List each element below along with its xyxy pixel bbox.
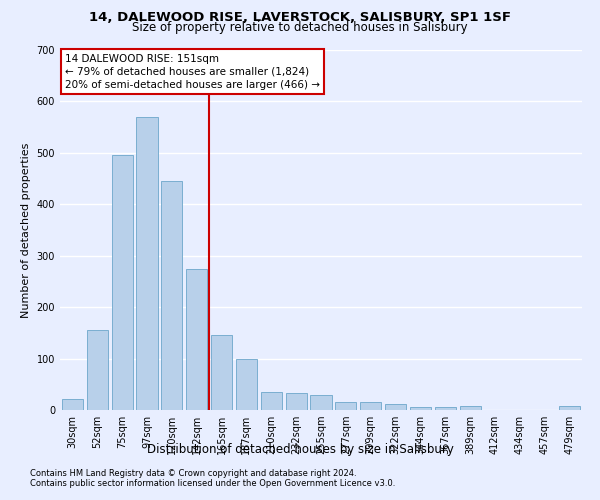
Bar — [559, 406, 580, 410]
Bar — [435, 408, 456, 410]
Bar — [62, 398, 83, 410]
Bar — [460, 406, 481, 410]
Bar — [335, 402, 356, 410]
Bar — [385, 404, 406, 410]
Text: Contains public sector information licensed under the Open Government Licence v3: Contains public sector information licen… — [30, 478, 395, 488]
Bar — [136, 117, 158, 410]
Bar — [286, 393, 307, 410]
Bar — [236, 358, 257, 410]
Text: Contains HM Land Registry data © Crown copyright and database right 2024.: Contains HM Land Registry data © Crown c… — [30, 468, 356, 477]
Text: Distribution of detached houses by size in Salisbury: Distribution of detached houses by size … — [146, 442, 454, 456]
Bar — [112, 156, 133, 410]
Bar — [410, 408, 431, 410]
Bar — [186, 268, 207, 410]
Bar — [211, 336, 232, 410]
Text: Size of property relative to detached houses in Salisbury: Size of property relative to detached ho… — [132, 22, 468, 35]
Bar — [310, 394, 332, 410]
Text: 14 DALEWOOD RISE: 151sqm
← 79% of detached houses are smaller (1,824)
20% of sem: 14 DALEWOOD RISE: 151sqm ← 79% of detach… — [65, 54, 320, 90]
Bar — [360, 402, 381, 410]
Bar — [161, 181, 182, 410]
Bar — [87, 330, 108, 410]
Bar — [261, 392, 282, 410]
Text: 14, DALEWOOD RISE, LAVERSTOCK, SALISBURY, SP1 1SF: 14, DALEWOOD RISE, LAVERSTOCK, SALISBURY… — [89, 11, 511, 24]
Y-axis label: Number of detached properties: Number of detached properties — [21, 142, 31, 318]
